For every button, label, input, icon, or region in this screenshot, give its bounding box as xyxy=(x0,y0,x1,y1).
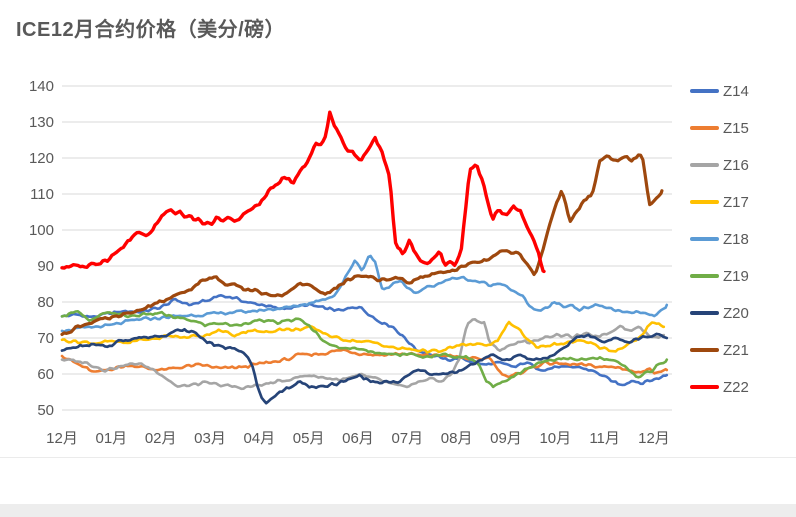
series-line-Z14 xyxy=(60,294,669,387)
legend-label: Z21 xyxy=(723,341,749,359)
legend-label: Z15 xyxy=(723,119,749,137)
legend-swatch-Z14 xyxy=(690,89,719,93)
legend-item-Z14[interactable]: Z14 xyxy=(690,81,749,101)
chart-title: ICE12月合约价格（美分/磅） xyxy=(16,19,286,41)
legend-swatch-Z22 xyxy=(690,385,719,389)
y-axis-label: 60 xyxy=(37,366,54,383)
legend-item-Z20[interactable]: Z20 xyxy=(690,303,749,323)
series-line-Z21 xyxy=(60,153,664,336)
legend-swatch-Z20 xyxy=(690,311,719,315)
legend-swatch-Z15 xyxy=(690,126,719,130)
legend-label: Z17 xyxy=(723,193,749,211)
y-axis-label: 120 xyxy=(29,150,54,167)
x-axis-label: 03月 xyxy=(194,430,226,447)
y-axis-label: 70 xyxy=(37,330,54,347)
legend-label: Z18 xyxy=(723,230,749,248)
series-line-Z18 xyxy=(60,254,669,334)
x-axis-label: 05月 xyxy=(293,430,325,447)
series-line-Z19 xyxy=(60,310,669,389)
x-axis-label: 10月 xyxy=(539,430,571,447)
series-line-Z20 xyxy=(60,327,669,405)
x-axis-label: 11月 xyxy=(589,430,620,447)
legend-item-Z19[interactable]: Z19 xyxy=(690,266,749,286)
chart-legend: Z14 Z15 Z16 Z17 Z18 Z19 Z20 Z21 Z22 xyxy=(688,0,796,430)
legend-swatch-Z17 xyxy=(690,200,719,204)
y-axis-label: 80 xyxy=(37,294,54,311)
series-line-Z15 xyxy=(60,348,669,379)
x-axis-label: 07月 xyxy=(391,430,423,447)
x-axis-label: 12月 xyxy=(46,430,78,447)
x-axis-label: 09月 xyxy=(490,430,522,447)
y-axis-label: 100 xyxy=(29,222,54,239)
legend-label: Z14 xyxy=(723,82,749,100)
legend-swatch-Z19 xyxy=(690,274,719,278)
y-axis-label: 50 xyxy=(37,402,54,419)
legend-swatch-Z21 xyxy=(690,348,719,352)
x-axis-label: 01月 xyxy=(95,430,127,447)
legend-swatch-Z18 xyxy=(690,237,719,241)
window-bottom-strip xyxy=(0,504,796,517)
y-axis-label: 140 xyxy=(29,78,54,95)
series-line-Z22 xyxy=(60,110,546,274)
legend-item-Z17[interactable]: Z17 xyxy=(690,192,749,212)
x-axis-label: 06月 xyxy=(342,430,374,447)
y-axis-label: 90 xyxy=(37,258,54,275)
x-axis-label: 08月 xyxy=(441,430,473,447)
legend-item-Z18[interactable]: Z18 xyxy=(690,229,749,249)
x-axis-label: 02月 xyxy=(145,430,177,447)
legend-item-Z22[interactable]: Z22 xyxy=(690,377,749,397)
legend-label: Z16 xyxy=(723,156,749,174)
legend-item-Z16[interactable]: Z16 xyxy=(690,155,749,175)
legend-label: Z20 xyxy=(723,304,749,322)
x-axis-label: 04月 xyxy=(243,430,275,447)
legend-swatch-Z16 xyxy=(690,163,719,167)
x-axis-label: 12月 xyxy=(638,430,670,447)
chart-plot-area[interactable]: 50 60 70 80 90 100 110 120 130 140 12月 01月 02月 03月 04月… xyxy=(0,0,796,470)
y-axis-label: 110 xyxy=(30,186,54,203)
series-line-Z16 xyxy=(60,318,666,391)
chart-bottom-divider xyxy=(0,457,796,458)
y-axis-label: 130 xyxy=(29,114,54,131)
legend-label: Z19 xyxy=(723,267,749,285)
legend-item-Z15[interactable]: Z15 xyxy=(690,118,749,138)
legend-item-Z21[interactable]: Z21 xyxy=(690,340,749,360)
legend-label: Z22 xyxy=(723,378,749,396)
